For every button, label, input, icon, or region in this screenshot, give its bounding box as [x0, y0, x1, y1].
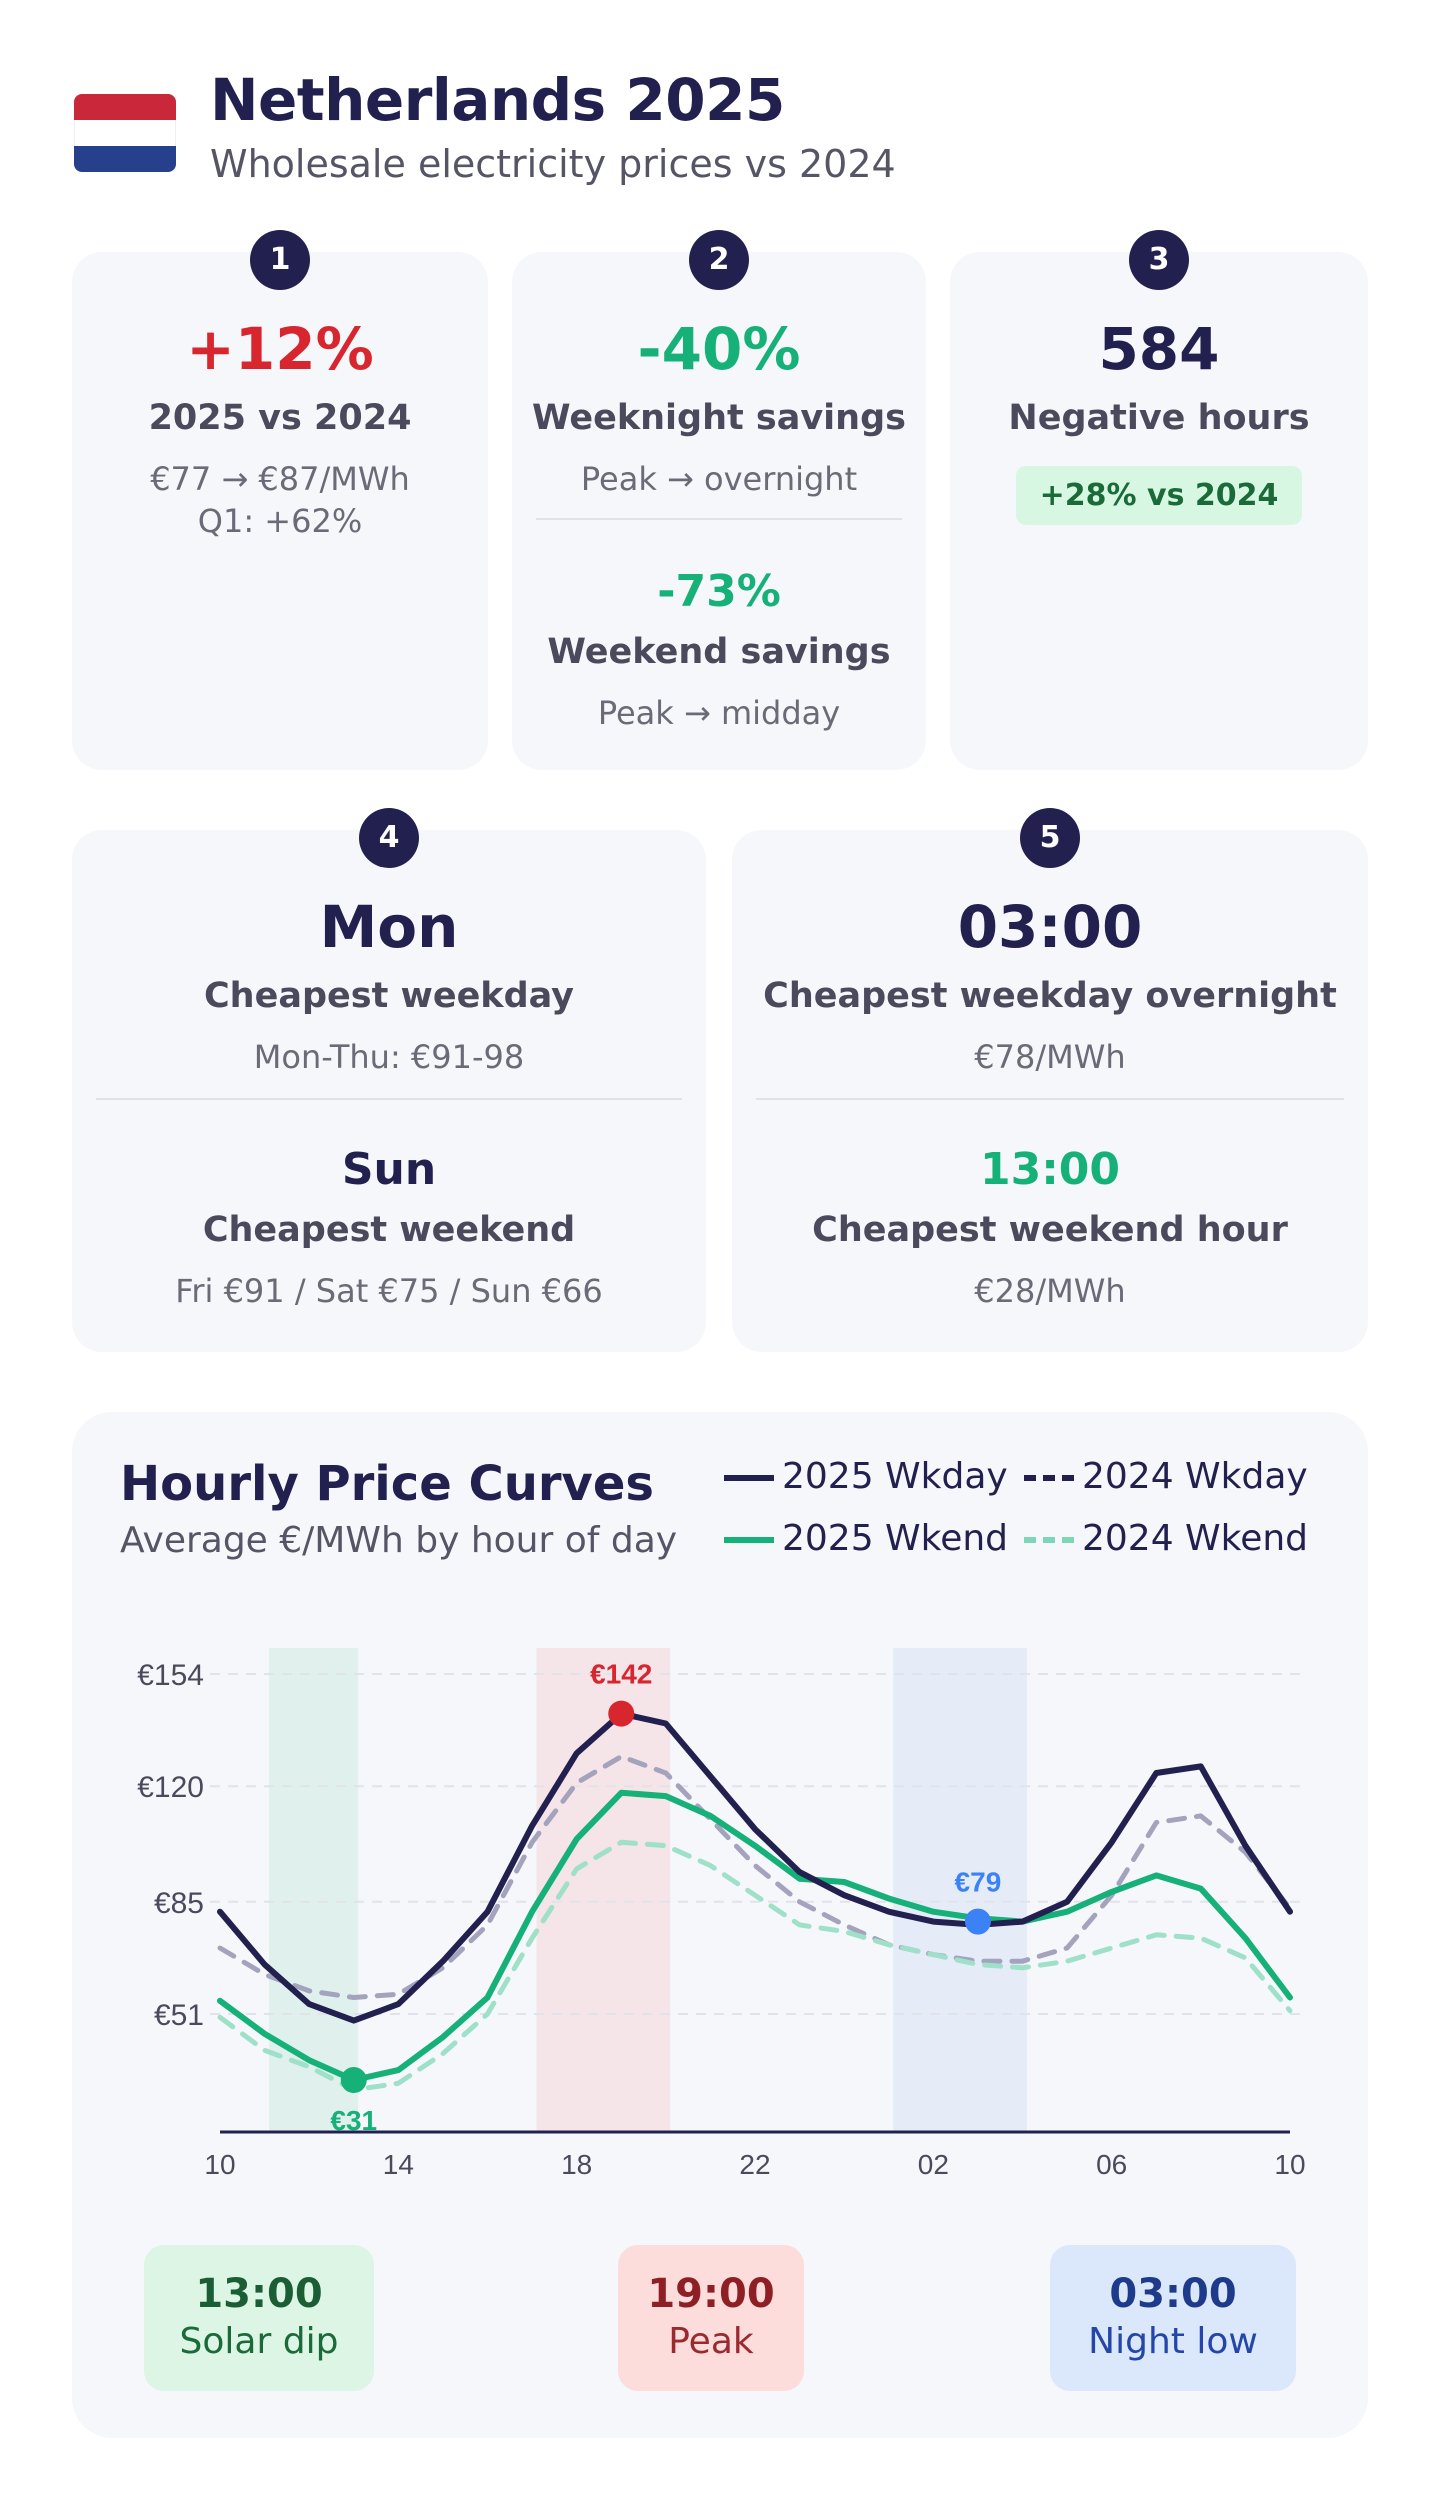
- card-value: Mon: [319, 893, 459, 961]
- x-tick-label: 10: [204, 2149, 235, 2180]
- marker-time: 13:00: [195, 2271, 323, 2317]
- card-detail-secondary: €28/MWh: [974, 1272, 1126, 1310]
- legend-2024-wkend: 2024 Wkend: [1024, 1518, 1308, 1559]
- card-number-badge: 5: [1020, 808, 1080, 868]
- marker-label: Night low: [1088, 2321, 1258, 2362]
- marker-solar-dip: 13:00 Solar dip: [144, 2245, 374, 2391]
- highlight-band-night: [893, 1648, 1027, 2132]
- card-detail-secondary: Fri €91 / Sat €75 / Sun €66: [175, 1272, 603, 1310]
- marker-time: 03:00: [1109, 2271, 1237, 2317]
- card-number-badge: 4: [359, 808, 419, 868]
- card-price-change: 1 +12% 2025 vs 2024 €77 → €87/MWh Q1: +6…: [72, 230, 488, 770]
- price-chart: €51 €85 €120 €154 10 14 18 22 02 06 10 €142 €79 €31: [137, 1648, 1306, 2180]
- annotation-point: [964, 1908, 991, 1935]
- card-divider: [536, 518, 902, 520]
- legend-2025-wkend: 2025 Wkend: [724, 1518, 1008, 1559]
- page-subtitle: Wholesale electricity prices vs 2024: [210, 142, 896, 186]
- series-line-2025-wkday: [217, 1710, 1293, 2024]
- card-detail: €77 → €87/MWh: [150, 460, 410, 498]
- card-label: 2025 vs 2024: [148, 398, 412, 438]
- card-value-secondary: 13:00: [979, 1144, 1121, 1195]
- card-divider: [96, 1098, 682, 1100]
- card-label-secondary: Cheapest weekend: [202, 1210, 576, 1250]
- legend-swatch: [1024, 1537, 1074, 1543]
- card-cheapest-hour: 5 03:00 Cheapest weekday overnight €78/M…: [732, 808, 1368, 1352]
- x-tick-label: 10: [1274, 2149, 1305, 2180]
- x-tick-label: 18: [561, 2149, 592, 2180]
- marker-time: 19:00: [647, 2271, 775, 2317]
- series-line-2025-wkend: [217, 1789, 1293, 2083]
- annotation-label: €79: [955, 1867, 1002, 1898]
- annotation-label: €31: [330, 2105, 377, 2136]
- card-number-badge: 3: [1129, 230, 1189, 290]
- series-line-2024-wkend: [217, 1839, 1293, 2093]
- y-tick-label: €51: [154, 1999, 204, 2032]
- card-detail: €78/MWh: [974, 1038, 1126, 1076]
- marker-peak: 19:00 Peak: [618, 2245, 804, 2391]
- card-detail: Mon-Thu: €91-98: [253, 1038, 525, 1076]
- x-tick-label: 02: [918, 2149, 949, 2180]
- card-value: +12%: [186, 315, 374, 383]
- card-label: Cheapest weekday: [204, 976, 574, 1016]
- card-value: -40%: [637, 315, 801, 383]
- card-savings: 2 -40% Weeknight savings Peak → overnigh…: [512, 230, 926, 770]
- chart-title: Hourly Price Curves: [120, 1456, 654, 1512]
- page-title: Netherlands 2025: [210, 66, 785, 134]
- card-detail: Peak → overnight: [580, 460, 858, 498]
- netherlands-flag-icon: [74, 94, 176, 172]
- card-value-secondary: Sun: [341, 1144, 437, 1195]
- card-value: 584: [1098, 315, 1220, 383]
- card-label: Cheapest weekday overnight: [763, 976, 1337, 1016]
- card-label-secondary: Cheapest weekend hour: [812, 1210, 1288, 1250]
- y-tick-label: €154: [137, 1659, 204, 1692]
- y-tick-label: €85: [154, 1887, 204, 1920]
- marker-label: Peak: [668, 2321, 754, 2362]
- card-number-badge: 2: [689, 230, 749, 290]
- card-label-secondary: Weekend savings: [547, 632, 891, 672]
- card-negative-hours: 3 584 Negative hours +28% vs 2024: [950, 230, 1368, 770]
- change-pill: +28% vs 2024: [1015, 466, 1303, 525]
- card-label: Weeknight savings: [532, 398, 906, 438]
- x-tick-label: 14: [383, 2149, 414, 2180]
- marker-night-low: 03:00 Night low: [1050, 2245, 1296, 2391]
- annotation-label: €142: [590, 1659, 652, 1690]
- highlight-band-solar: [269, 1648, 359, 2132]
- card-detail: Q1: +62%: [197, 502, 363, 540]
- card-number-badge: 1: [250, 230, 310, 290]
- legend-swatch: [724, 1475, 774, 1481]
- card-divider: [756, 1098, 1344, 1100]
- legend-swatch: [1024, 1475, 1074, 1481]
- card-value-secondary: -73%: [657, 566, 781, 617]
- legend-2024-wkday: 2024 Wkday: [1024, 1456, 1308, 1497]
- chart-subtitle: Average €/MWh by hour of day: [120, 1520, 678, 1561]
- card-label: Negative hours: [1008, 398, 1310, 438]
- annotation-point: [608, 1700, 635, 1727]
- card-cheapest-day: 4 Mon Cheapest weekday Mon-Thu: €91-98 S…: [72, 808, 706, 1352]
- x-tick-label: 06: [1096, 2149, 1127, 2180]
- annotation-point: [340, 2067, 367, 2094]
- legend-swatch: [724, 1537, 774, 1543]
- series-line-2024-wkday: [217, 1754, 1293, 2000]
- marker-label: Solar dip: [179, 2321, 339, 2362]
- card-value: 03:00: [957, 893, 1143, 961]
- legend-2025-wkday: 2025 Wkday: [724, 1456, 1008, 1497]
- y-tick-label: €120: [137, 1771, 204, 1804]
- card-detail-secondary: Peak → midday: [597, 694, 841, 732]
- x-tick-label: 22: [739, 2149, 770, 2180]
